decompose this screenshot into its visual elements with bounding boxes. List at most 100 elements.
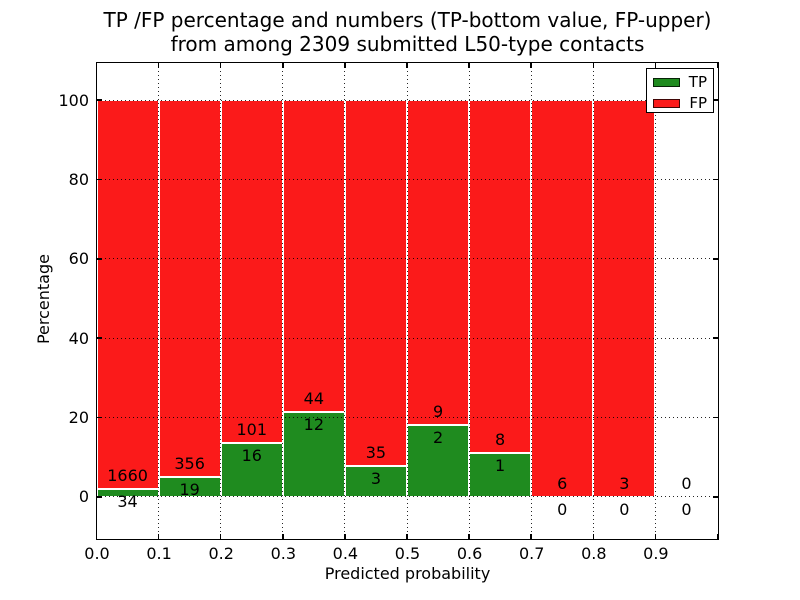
tp-count-label: 1 [495,455,506,475]
fp-count-label: 6 [557,474,568,494]
y-tick-mark-right [712,416,718,419]
y-tick-label: 100 [58,90,89,110]
y-tick-mark [96,496,102,498]
fp-count-label: 356 [174,454,205,474]
fp-count-label: 9 [432,402,444,422]
bar-fp-segment [158,100,221,477]
gridline-vertical [158,62,160,539]
y-tick-label: 80 [68,170,89,190]
y-tick-mark-right [712,258,718,260]
x-tick-mark-top [344,62,346,68]
x-tick-label: 0.9 [643,544,669,563]
y-tick-label: 0 [78,487,89,507]
y-tick-label: 40 [68,328,89,348]
bar-tp-segment [96,488,159,497]
x-tick-mark [468,533,470,539]
gridline-vertical [468,62,470,539]
tp-count-label: 34 [117,491,138,511]
x-tick-label: 0.0 [84,544,110,563]
gridline-vertical [530,62,532,539]
x-tick-mark-top [406,62,408,68]
legend: TP FP [646,68,714,113]
gridline-vertical [220,62,222,539]
bar-fp-segment [593,100,656,497]
x-tick-mark [716,533,719,539]
y-axis-label: Percentage [34,254,53,345]
x-tick-label: 0.4 [332,544,359,563]
x-tick-mark [95,533,98,539]
x-axis-label: Predicted probability [324,564,491,583]
fp-count-label: 44 [303,389,325,409]
gridline-vertical [654,62,656,539]
bar-fp-segment [531,100,594,497]
bar-tp-segment [344,465,407,497]
tp-count-label: 0 [681,499,692,519]
x-tick-label: 0.3 [270,544,297,563]
y-tick-mark [96,178,102,181]
y-tick-mark [96,258,102,260]
tp-count-label: 19 [179,479,200,499]
bar-tp-segment [469,452,532,497]
fp-count-label: 35 [365,443,387,463]
chart-title-line1: TP /FP percentage and numbers (TP-bottom… [103,8,712,32]
bar-tp-segment [407,424,470,497]
fp-count-label: 8 [495,430,506,450]
y-tick-label: 60 [68,249,89,269]
y-tick-mark [96,99,102,101]
bar-fp-segment [96,100,159,489]
x-tick-mark-top [468,62,470,68]
y-tick-mark-right [712,99,718,101]
x-tick-mark-top [157,62,160,68]
y-tick-mark-right [712,496,718,498]
y-tick-mark-right [712,178,718,181]
x-tick-mark-top [219,62,222,68]
tp-count-label: 16 [241,445,262,465]
gridline-vertical [344,62,346,539]
x-tick-mark-top [95,62,98,68]
x-tick-label: 0.6 [456,544,483,563]
bar-tp-segment [158,476,221,497]
chart-title: TP /FP percentage and numbers (TP-bottom… [97,8,718,56]
legend-label-tp: TP [688,73,707,91]
bar-tp-segment [220,442,283,497]
legend-entry: FP [653,95,707,111]
x-tick-mark-top [282,62,284,68]
x-tick-mark [157,533,160,539]
fp-count-label: 101 [236,420,268,440]
plot-area: 1660 34 356 19 101 16 44 12 35 3 9 2 8 1 6 0 3 0 0 0 [95,61,719,540]
x-tick-mark [592,533,595,539]
bar-tp-segment [282,411,345,497]
x-tick-mark [530,533,532,539]
gridline-vertical [592,62,594,539]
tp-count-label: 2 [432,427,444,447]
x-tick-mark-top [530,62,532,68]
x-tick-mark [344,533,346,539]
legend-swatch-fp [653,98,681,108]
legend-entry: TP [653,74,707,90]
x-tick-label: 0.2 [208,544,234,563]
bar-fp-segment [469,100,532,453]
legend-label-fp: FP [689,94,707,112]
x-tick-label: 0.7 [518,544,545,563]
x-tick-mark-top [716,62,719,68]
x-tick-mark [654,533,657,539]
y-tick-mark [96,337,102,339]
tp-count-label: 0 [557,499,568,519]
gridline-vertical [282,62,284,539]
gridline-vertical [406,62,408,539]
tp-count-label: 12 [303,414,325,434]
tp-count-label: 3 [370,468,382,488]
x-tick-label: 0.5 [394,544,421,563]
tp-count-label: 0 [619,499,630,519]
bar-fp-segment [344,100,407,466]
fp-count-label: 0 [681,474,692,494]
bar-fp-segment [282,100,345,412]
fp-count-label: 3 [619,474,630,494]
y-tick-mark [96,416,102,419]
x-tick-mark-top [592,62,595,68]
x-tick-label: 0.8 [581,544,607,563]
y-tick-label: 20 [68,408,89,428]
fp-count-label: 1660 [107,466,148,486]
legend-swatch-tp [653,77,680,87]
